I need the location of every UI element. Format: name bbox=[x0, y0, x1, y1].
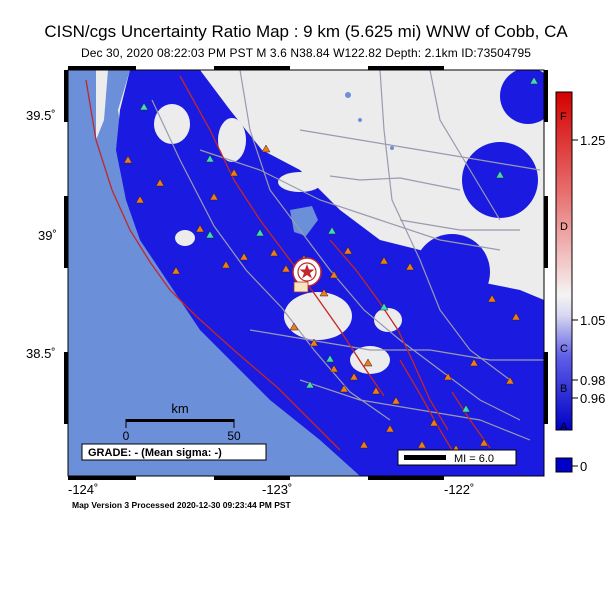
scale-unit: km bbox=[171, 401, 188, 416]
fault-lines bbox=[85, 75, 491, 461]
colorbar: F D C B A 1.25 1.05 0.98 0.96 0 bbox=[555, 91, 605, 474]
event-subtitle: Dec 30, 2020 08:22:03 PM PST M 3.6 N38.8… bbox=[80, 46, 532, 60]
lon-label-1: -124˚ bbox=[68, 482, 99, 497]
cb-value-4: 0.96 bbox=[580, 391, 605, 406]
mi-legend: MI = 6.0 bbox=[454, 453, 494, 465]
cb-value-5: 0 bbox=[580, 459, 587, 474]
grade-box: GRADE: - (Mean sigma: -) bbox=[88, 447, 222, 459]
lon-label-2: -123˚ bbox=[262, 482, 293, 497]
map-version-footer: Map Version 3 Processed 2020-12-30 09:23… bbox=[72, 500, 291, 510]
cb-letter-B: B bbox=[560, 383, 567, 395]
cb-value-1: 1.25 bbox=[580, 133, 605, 148]
map-area bbox=[68, 70, 544, 476]
lon-label-3: -122˚ bbox=[444, 482, 475, 497]
scale-min: 0 bbox=[123, 429, 130, 443]
scale-bar: km 0 50 bbox=[123, 401, 241, 443]
scale-max: 50 bbox=[227, 429, 241, 443]
uncertainty-regions bbox=[116, 70, 544, 476]
cb-letter-D: D bbox=[560, 221, 568, 233]
cb-value-2: 1.05 bbox=[580, 313, 605, 328]
road-network bbox=[151, 70, 544, 441]
lat-label-1: 39.5˚ bbox=[26, 108, 56, 123]
cb-letter-F: F bbox=[560, 111, 567, 123]
stations bbox=[123, 76, 539, 453]
cb-value-3: 0.98 bbox=[580, 373, 605, 388]
map-title: CISN/cgs Uncertainty Ratio Map : 9 km (5… bbox=[44, 22, 568, 41]
lat-label-2: 39˚ bbox=[38, 228, 57, 243]
cb-letter-A: A bbox=[560, 421, 568, 433]
map-frame-ticks bbox=[64, 66, 548, 480]
lat-label-3: 38.5˚ bbox=[26, 346, 56, 361]
cb-letter-C: C bbox=[560, 343, 568, 355]
epicenter-star-icon bbox=[292, 257, 322, 293]
